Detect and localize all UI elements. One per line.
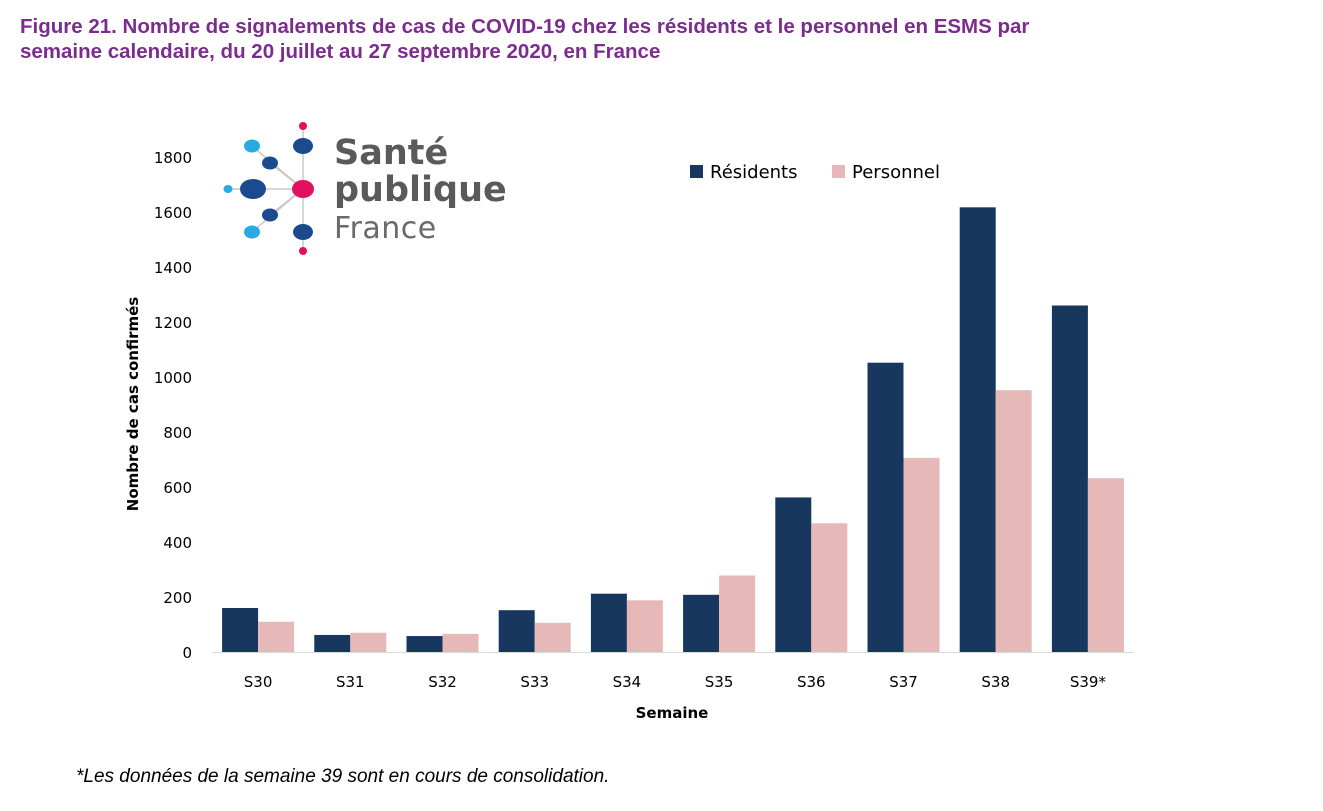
x-tick-label: S37: [889, 673, 918, 691]
logo-text-line-1: Santé: [334, 133, 449, 173]
y-tick-label: 600: [163, 479, 192, 497]
bar-residents-S38: [959, 207, 996, 652]
bar-residents-S31: [314, 634, 351, 652]
bar-personnel-S37: [903, 457, 940, 652]
bars: [222, 207, 1124, 652]
legend-swatch-personnel: [832, 165, 845, 178]
bar-residents-S37: [867, 362, 904, 652]
x-tick-label: S30: [244, 673, 273, 691]
y-tick-label: 1000: [154, 369, 192, 387]
bar-residents-S35: [683, 594, 720, 652]
x-tick-label: S34: [613, 673, 642, 691]
molecule-logo-icon: [223, 122, 314, 255]
y-tick-label: 400: [163, 534, 192, 552]
bar-residents-S34: [590, 593, 627, 652]
x-tick-label: S35: [705, 673, 734, 691]
bar-residents-S32: [406, 636, 443, 652]
x-tick-label: S36: [797, 673, 826, 691]
x-tick-label: S32: [428, 673, 457, 691]
y-tick-label: 800: [163, 424, 192, 442]
legend: Résidents Personnel: [690, 162, 940, 183]
figure-title-line-1: Figure 21. Nombre de signalements de cas…: [20, 15, 1030, 38]
y-tick-label: 1600: [154, 204, 192, 222]
bar-personnel-S33: [534, 622, 571, 652]
y-axis-ticks: 0 200 400 600 800 1000 1200 1400 1600 1800: [154, 149, 192, 662]
x-tick-label: S39*: [1070, 673, 1107, 691]
x-tick-label: S33: [520, 673, 549, 691]
bar-personnel-S32: [442, 633, 479, 652]
bar-personnel-S31: [350, 632, 387, 652]
bar-personnel-S38: [995, 390, 1032, 652]
bar-personnel-S35: [719, 575, 756, 652]
logo-text-line-3: France: [334, 211, 437, 246]
legend-label-personnel: Personnel: [852, 162, 940, 183]
logo-text-line-2: publique: [334, 170, 507, 210]
y-tick-label: 1400: [154, 259, 192, 277]
y-axis-label: Nombre de cas confirmés: [124, 297, 142, 512]
legend-swatch-residents: [690, 165, 703, 178]
bar-personnel-S39: [1087, 478, 1124, 652]
y-tick-label: 200: [163, 589, 192, 607]
bar-residents-S39: [1051, 305, 1088, 652]
bar-residents-S33: [498, 610, 535, 652]
figure-title-line-2: semaine calendaire, du 20 juillet au 27 …: [20, 40, 661, 63]
bar-personnel-S30: [258, 621, 295, 652]
x-tick-label: S31: [336, 673, 365, 691]
footnote: *Les données de la semaine 39 sont en co…: [76, 766, 610, 787]
bar-residents-S30: [222, 608, 259, 652]
bar-residents-S36: [775, 497, 812, 652]
legend-label-residents: Résidents: [710, 162, 798, 183]
x-axis-label: Semaine: [636, 704, 709, 722]
y-tick-label: 0: [182, 644, 192, 662]
y-tick-label: 1800: [154, 149, 192, 167]
y-tick-label: 1200: [154, 314, 192, 332]
bar-personnel-S36: [811, 523, 848, 652]
bar-personnel-S34: [626, 600, 663, 652]
figure-title: Figure 21. Nombre de signalements de cas…: [20, 14, 1310, 64]
x-axis-ticks: S30 S31 S32 S33 S34 S35 S36 S37 S38 S39*: [244, 673, 1107, 691]
x-tick-label: S38: [981, 673, 1010, 691]
sante-publique-france-logo: Santé publique France: [222, 118, 512, 258]
